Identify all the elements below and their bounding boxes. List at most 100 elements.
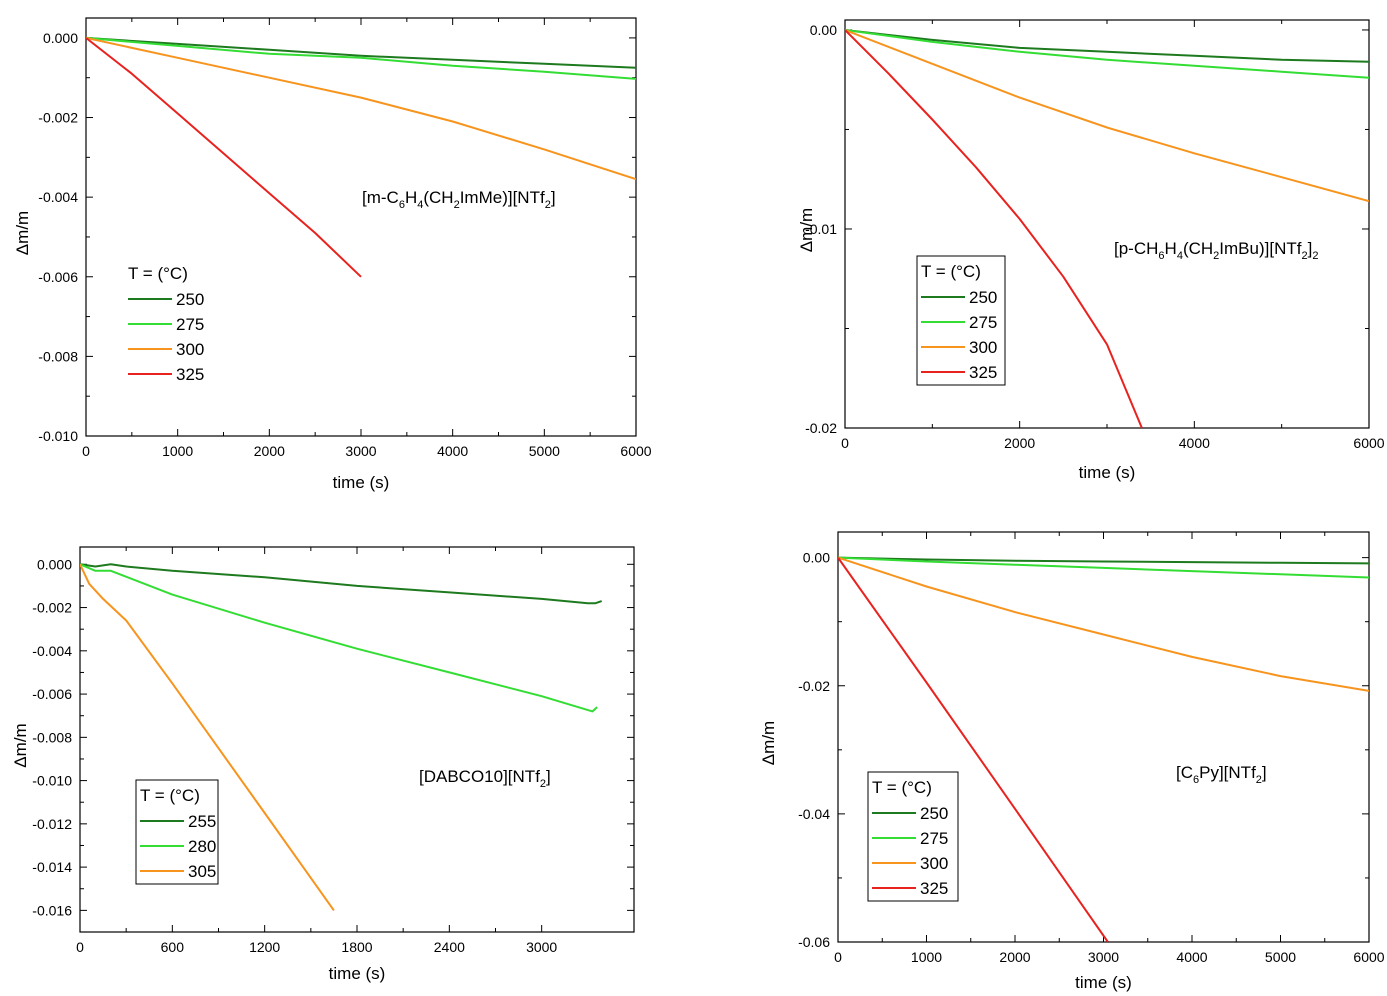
- legend-box: [867, 771, 959, 902]
- annotation-text: ]: [546, 767, 551, 786]
- x-tick-label: 4000: [1179, 435, 1210, 451]
- series-line-280: [80, 563, 598, 713]
- y-axis-label: Δm/m: [11, 723, 30, 767]
- annotation-text: ]: [1262, 763, 1267, 782]
- annotation-subscript: 6: [399, 199, 405, 211]
- legend-title: T = (°C): [140, 786, 200, 805]
- chart-panel-bottom-left: 0 600 1200 1800 2400 3000 0.000 -0.002 -0.004 -0.…: [11, 546, 635, 983]
- x-tick-label: 2000: [1004, 435, 1035, 451]
- series-group: [86, 36, 636, 278]
- y-tick-label: -0.006: [38, 269, 78, 285]
- annotation-text: [DABCO10][NTf: [419, 767, 540, 786]
- annotation-text: ImBu)][NTf: [1219, 239, 1301, 258]
- series-line-255: [80, 563, 603, 605]
- x-axis-label: time (s): [333, 473, 390, 492]
- x-tick-label: 1000: [162, 443, 193, 459]
- annotation-subscript: 4: [417, 199, 423, 211]
- x-tick-label: 3000: [526, 939, 557, 955]
- series-line-250: [845, 29, 1369, 63]
- annotation-text: [p-CH: [1114, 239, 1158, 258]
- annotation-subscript: 2: [1213, 250, 1219, 262]
- x-tick-label: 0: [834, 949, 842, 965]
- series-line-300: [838, 556, 1369, 692]
- legend-title: T = (°C): [128, 264, 188, 283]
- series-line-275: [838, 556, 1369, 579]
- series-line-250: [838, 556, 1369, 565]
- chart-panel-top-left: 0 1000 2000 3000 4000 5000 6000 0.000 -0.002 -0.0…: [13, 17, 652, 492]
- annotation-text: Py][NTf: [1199, 763, 1256, 782]
- annotation-text: ]: [551, 188, 556, 207]
- annotation-subscript: 2: [1301, 250, 1307, 262]
- x-tick-label: 6000: [620, 443, 651, 459]
- x-tick-label: 6000: [1353, 949, 1384, 965]
- legend-label-325: 325: [969, 363, 997, 382]
- legend-box: [135, 779, 219, 885]
- annotation-text: (CH: [423, 188, 453, 207]
- x-tick-label: 0: [76, 939, 84, 955]
- y-tick-label: -0.04: [798, 806, 830, 822]
- y-axis-label: Δm/m: [797, 208, 816, 252]
- y-tick-label: 0.000: [43, 30, 78, 46]
- legend-label-280: 280: [188, 837, 216, 856]
- chart-panel-bottom-right: 0 1000 2000 3000 4000 5000 6000 0.00 -0.02 -0.04 -…: [759, 531, 1385, 992]
- y-axis-label: Δm/m: [13, 211, 32, 255]
- y-tick-label: -0.006: [32, 686, 72, 702]
- annotation-text: [m-C: [362, 188, 399, 207]
- legend-label-300: 300: [969, 338, 997, 357]
- annotation-subscript: 2: [540, 778, 546, 790]
- compound-annotation: [p-CH6H4(CH2ImBu)][NTf2]2: [1114, 239, 1318, 262]
- annotation-text: H: [405, 188, 417, 207]
- x-tick-label: 1200: [249, 939, 280, 955]
- x-tick-label: 600: [161, 939, 185, 955]
- y-tick-label: -0.002: [38, 110, 78, 126]
- series-line-325: [838, 557, 1109, 942]
- x-tick-label: 6000: [1353, 435, 1384, 451]
- y-tick-label: -0.010: [32, 773, 72, 789]
- y-tick-label: -0.002: [32, 600, 72, 616]
- legend-label-250: 250: [920, 804, 948, 823]
- x-tick-label: 5000: [529, 443, 560, 459]
- compound-annotation: [DABCO10][NTf2]: [419, 767, 551, 790]
- compound-annotation: [C6Py][NTf2]: [1176, 763, 1267, 786]
- legend-label-300: 300: [920, 854, 948, 873]
- annotation-subscript: 2: [545, 199, 551, 211]
- legend-label-275: 275: [920, 829, 948, 848]
- x-tick-label: 4000: [1176, 949, 1207, 965]
- annotation-text: ImMe)][NTf: [460, 188, 545, 207]
- series-line-325: [845, 29, 1143, 428]
- annotation-text: [C: [1176, 763, 1193, 782]
- series-line-275: [86, 36, 636, 80]
- annotation-text: H: [1165, 239, 1177, 258]
- series-line-305: [80, 563, 335, 911]
- series-line-300: [845, 29, 1369, 203]
- series-line-250: [86, 36, 636, 69]
- annotation-subscript: 4: [1177, 250, 1183, 262]
- x-tick-label: 3000: [1088, 949, 1119, 965]
- y-tick-label: -0.004: [38, 189, 78, 205]
- series-line-300: [86, 36, 636, 181]
- y-tick-label: -0.06: [798, 934, 830, 950]
- x-tick-label: 2000: [999, 949, 1030, 965]
- annotation-text: ]: [1308, 239, 1313, 258]
- annotation-subscript: 2: [454, 199, 460, 211]
- y-tick-label: -0.012: [32, 816, 72, 832]
- x-tick-label: 5000: [1265, 949, 1296, 965]
- compound-annotation: [m-C6H4(CH2ImMe)][NTf2]: [362, 188, 556, 211]
- y-tick-label: 0.00: [803, 550, 830, 566]
- chart-panel-top-right: 0 2000 4000 6000 0.00 -0.01 -0.02 time (s) Δm/m […: [797, 19, 1385, 482]
- y-tick-label: -0.014: [32, 859, 72, 875]
- legend-label-255: 255: [188, 812, 216, 831]
- x-axis-label: time (s): [1075, 973, 1132, 992]
- series-group: [838, 556, 1369, 942]
- y-tick-label: -0.01: [805, 221, 837, 237]
- series-line-325: [86, 37, 362, 278]
- legend-box: [916, 255, 1006, 386]
- y-tick-label: -0.004: [32, 643, 72, 659]
- x-tick-label: 2000: [254, 443, 285, 459]
- annotation-subscript: 6: [1158, 250, 1164, 262]
- annotation-subscript: 6: [1193, 774, 1199, 786]
- legend-label-275: 275: [176, 315, 204, 334]
- x-tick-label: 2400: [434, 939, 465, 955]
- annotation-subscript: 2: [1312, 250, 1318, 262]
